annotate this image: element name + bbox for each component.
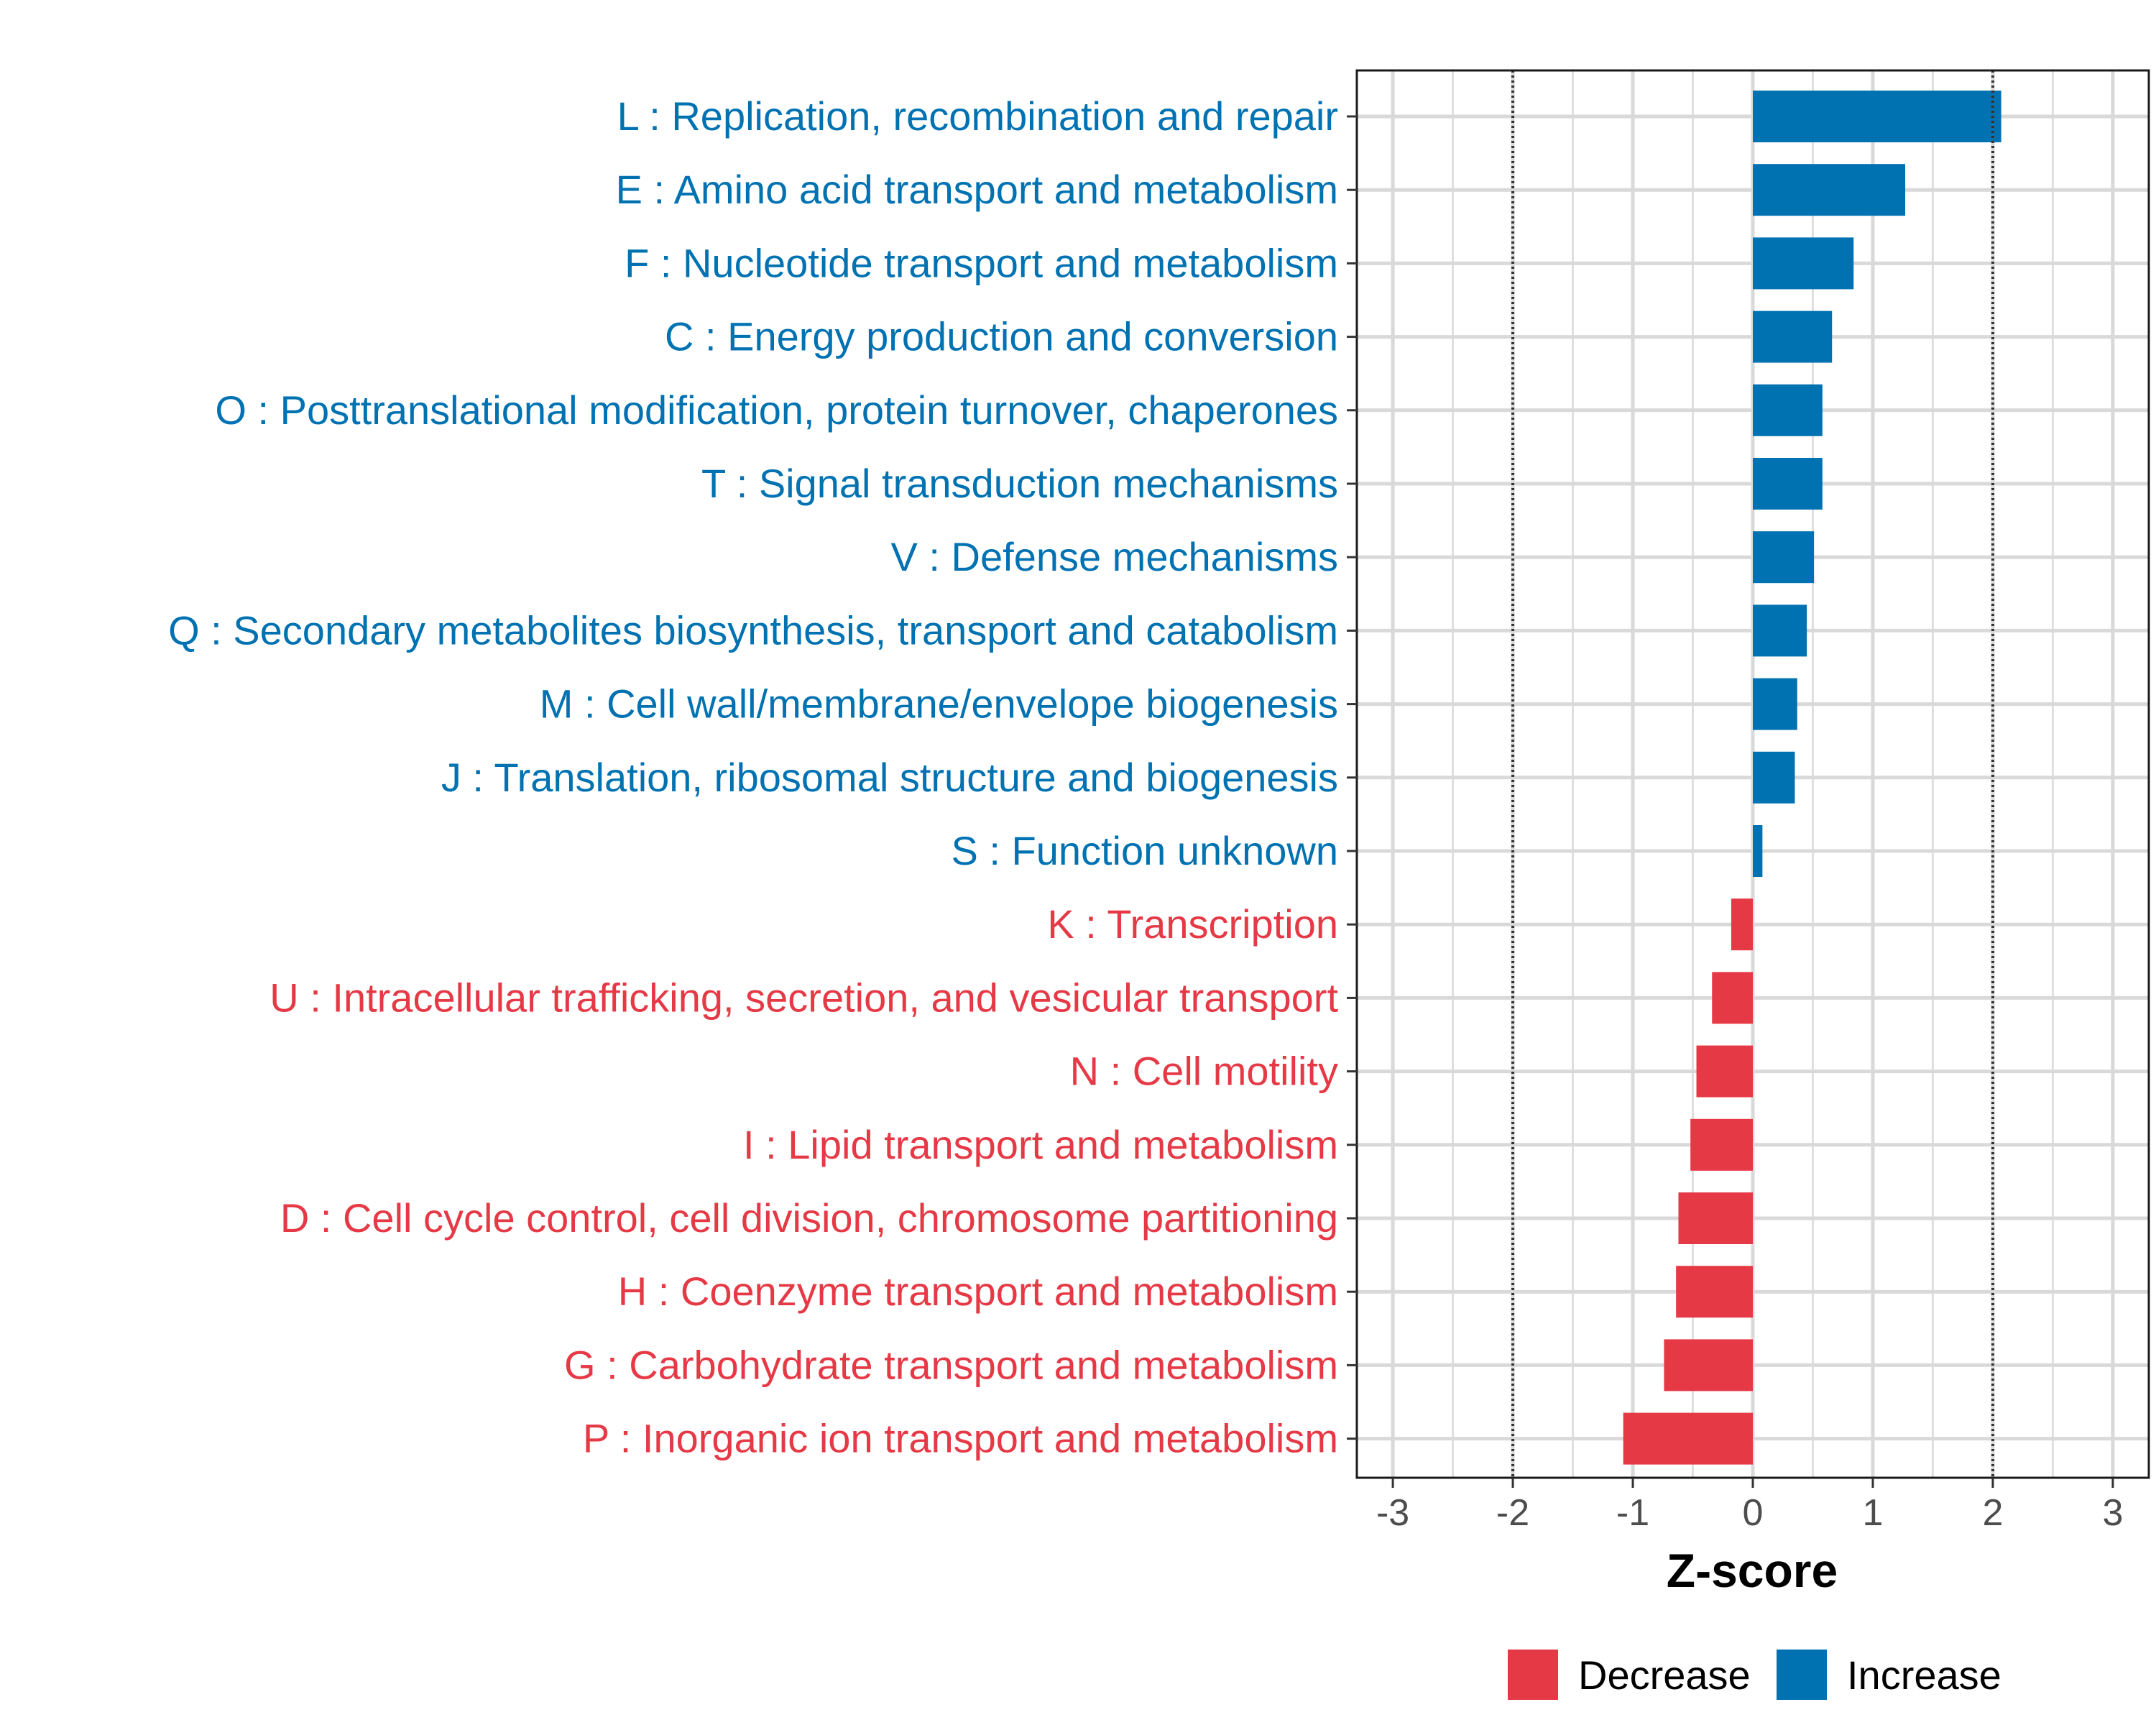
y-axis-labels: L : Replication, recombination and repai… — [168, 93, 1338, 1461]
legend-label-increase: Increase — [1847, 1652, 2001, 1698]
category-label: I : Lipid transport and metabolism — [743, 1122, 1338, 1167]
category-label: U : Intracellular trafficking, secretion… — [270, 975, 1338, 1020]
category-label: S : Function unknown — [951, 828, 1338, 873]
category-label: C : Energy production and conversion — [665, 314, 1338, 359]
bar-increase — [1753, 604, 1807, 657]
legend-label-decrease: Decrease — [1578, 1652, 1751, 1698]
bar-decrease — [1664, 1339, 1753, 1392]
bar-increase — [1753, 458, 1823, 510]
bar-increase — [1753, 678, 1797, 730]
bar-decrease — [1731, 898, 1753, 951]
category-label: F : Nucleotide transport and metabolism — [625, 240, 1338, 285]
category-label: P : Inorganic ion transport and metaboli… — [583, 1416, 1338, 1461]
category-label: T : Signal transduction mechanisms — [701, 461, 1338, 506]
category-label: N : Cell motility — [1070, 1049, 1338, 1094]
category-label: L : Replication, recombination and repai… — [617, 93, 1338, 139]
bar-decrease — [1678, 1192, 1753, 1244]
category-label: V : Defense mechanisms — [891, 534, 1338, 579]
x-tick-label: -2 — [1496, 1492, 1529, 1534]
x-tick-label: 0 — [1743, 1492, 1764, 1534]
bar-increase — [1753, 91, 2001, 142]
x-tick-label: -1 — [1616, 1492, 1649, 1534]
category-label: E : Amino acid transport and metabolism — [616, 167, 1338, 212]
category-label: M : Cell wall/membrane/envelope biogenes… — [540, 681, 1338, 727]
x-tick-label: -3 — [1376, 1492, 1409, 1534]
bar-decrease — [1676, 1266, 1753, 1318]
x-axis-ticks — [1391, 1478, 2114, 1488]
bar-increase — [1753, 384, 1823, 436]
x-axis-labels: -3 -2 -1 0 1 2 3 — [1376, 1492, 2123, 1534]
x-tick-label: 1 — [1863, 1492, 1884, 1534]
category-label: K : Transcription — [1047, 901, 1338, 947]
category-label: O : Posttranslational modification, prot… — [215, 387, 1338, 433]
bar-decrease — [1623, 1412, 1753, 1465]
legend-swatch-decrease — [1508, 1650, 1558, 1700]
x-tick-label: 2 — [1982, 1492, 2003, 1534]
y-axis-ticks — [1347, 115, 1357, 1440]
legend-swatch-increase — [1777, 1650, 1827, 1700]
bar-decrease — [1712, 972, 1753, 1024]
threshold-layer — [1511, 70, 1994, 1478]
category-label: G : Carbohydrate transport and metabolis… — [564, 1342, 1338, 1387]
bar-increase — [1753, 751, 1795, 804]
x-tick-label: 3 — [2102, 1492, 2123, 1534]
bar-decrease — [1690, 1118, 1753, 1171]
x-axis-title: Z-score — [1667, 1544, 1838, 1597]
legend: Decrease Increase — [1508, 1650, 2001, 1700]
bar-increase — [1753, 164, 1906, 216]
bar-increase — [1753, 237, 1854, 290]
bar-increase — [1753, 531, 1815, 584]
bars-layer — [1623, 91, 2001, 1465]
category-label: D : Cell cycle control, cell division, c… — [280, 1195, 1338, 1241]
category-label: J : Translation, ribosomal structure and… — [441, 755, 1338, 800]
category-label: Q : Secondary metabolites biosynthesis, … — [168, 607, 1338, 653]
bar-increase — [1753, 310, 1833, 363]
bar-increase — [1753, 825, 1763, 877]
bar-decrease — [1696, 1045, 1753, 1098]
category-label: H : Coenzyme transport and metabolism — [618, 1269, 1338, 1314]
